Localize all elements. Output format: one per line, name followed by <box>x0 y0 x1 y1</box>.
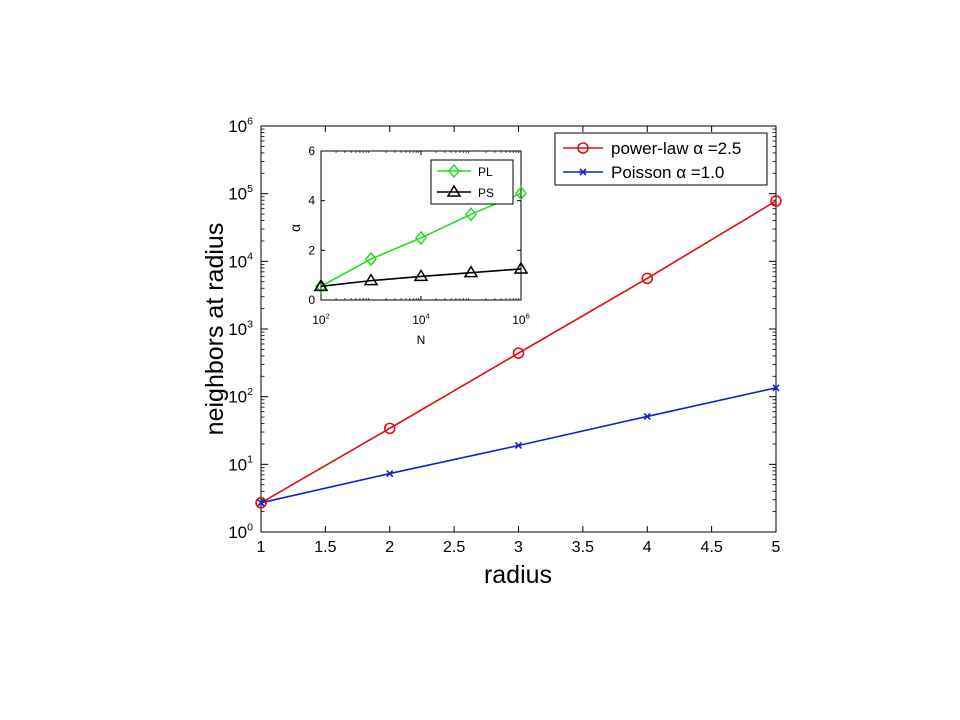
inset-x-tick-label: 102 <box>312 312 330 327</box>
inset-series-line-pl <box>320 192 522 288</box>
inset-point-ps <box>413 268 429 282</box>
main-point-power-law <box>383 422 396 435</box>
inset-legend-label-ps: PS <box>478 186 494 200</box>
main-x-tick-label: 1 <box>257 539 266 556</box>
main-x-tick-label: 2 <box>385 539 394 556</box>
main-y-axis-label: neighbors at radius <box>201 223 229 436</box>
inset-point-pl <box>365 251 377 267</box>
main-y-tick-label: 100 <box>228 521 253 542</box>
main-y-tick-label: 105 <box>228 183 253 204</box>
inset-x-tick-label: 104 <box>412 312 430 327</box>
main-y-tick-label: 102 <box>228 386 253 407</box>
inset-legend-label-pl: PL <box>478 165 493 179</box>
inset-point-pl <box>415 230 427 246</box>
main-point-power-law <box>255 497 267 509</box>
inset-series-line-ps <box>320 268 522 288</box>
inset-series-group <box>313 186 529 294</box>
inset-x-axis: 102 104 106 <box>312 151 530 327</box>
main-point-poisson <box>772 384 780 392</box>
inset-x-axis-label: N <box>417 333 426 347</box>
main-y-tick-label: 106 <box>228 115 253 136</box>
main-point-power-law <box>512 347 525 359</box>
main-point-poisson <box>386 470 394 478</box>
main-y-axis: 100 101 102 103 104 105 106 <box>228 115 776 542</box>
inset-y-tick-label: 6 <box>308 144 315 158</box>
legend-label-power-law: power-law α =2.5 <box>611 139 741 158</box>
main-legend-box <box>554 132 768 186</box>
legend-label-poisson: Poisson α =1.0 <box>611 163 724 182</box>
inset-point-ps <box>463 265 479 278</box>
inset-legend: PL PS <box>430 159 514 205</box>
main-point-poisson <box>643 412 651 421</box>
inset-point-ps <box>513 261 529 274</box>
main-x-tick-label: 3.5 <box>572 539 594 556</box>
inset-y-tick-label: 0 <box>308 293 315 307</box>
inset-legend-box <box>430 159 514 205</box>
inset-point-pl <box>315 279 327 294</box>
main-point-poisson <box>514 441 523 450</box>
main-x-tick-label: 4 <box>643 539 652 556</box>
main-x-axis: 1 1.5 2 2.5 3 3.5 4 4.5 5 <box>257 126 781 556</box>
main-x-tick-label: 4.5 <box>701 539 723 556</box>
main-series-line-power-law <box>260 200 777 504</box>
main-point-poisson <box>257 499 265 507</box>
main-x-tick-label: 5 <box>772 539 781 556</box>
inset-point-ps <box>313 278 329 292</box>
main-x-axis-label: radius <box>484 561 552 589</box>
main-x-tick-label: 1.5 <box>314 539 336 556</box>
main-series-group <box>255 195 782 509</box>
main-x-tick-label: 3 <box>514 539 523 556</box>
main-point-power-law <box>641 272 654 285</box>
inset-x-tick-label: 106 <box>512 312 530 327</box>
main-y-tick-label: 103 <box>228 318 253 339</box>
inset-y-tick-label: 2 <box>308 243 315 257</box>
legend-marker-power-law <box>577 142 589 154</box>
main-point-power-law <box>770 195 782 207</box>
inset-point-pl <box>465 207 477 222</box>
inset-point-pl <box>515 186 527 201</box>
main-y-tick-label: 104 <box>228 251 253 272</box>
main-legend: power-law α =2.5 Poisson α =1.0 <box>554 132 768 186</box>
inset-legend-marker-pl <box>448 163 460 179</box>
legend-marker-poisson <box>579 168 587 176</box>
main-x-tick-label: 2.5 <box>443 539 465 556</box>
inset-point-ps <box>363 273 379 286</box>
inset-y-tick-label: 4 <box>308 194 315 208</box>
inset-y-axis: 0 2 4 6 <box>308 144 521 307</box>
main-y-tick-label: 101 <box>228 454 253 475</box>
inset-y-axis-label: α <box>287 224 303 232</box>
inset-legend-marker-ps <box>446 184 462 197</box>
inset-chart: 102 104 106 0 2 4 6 N α PL PS <box>287 144 530 347</box>
